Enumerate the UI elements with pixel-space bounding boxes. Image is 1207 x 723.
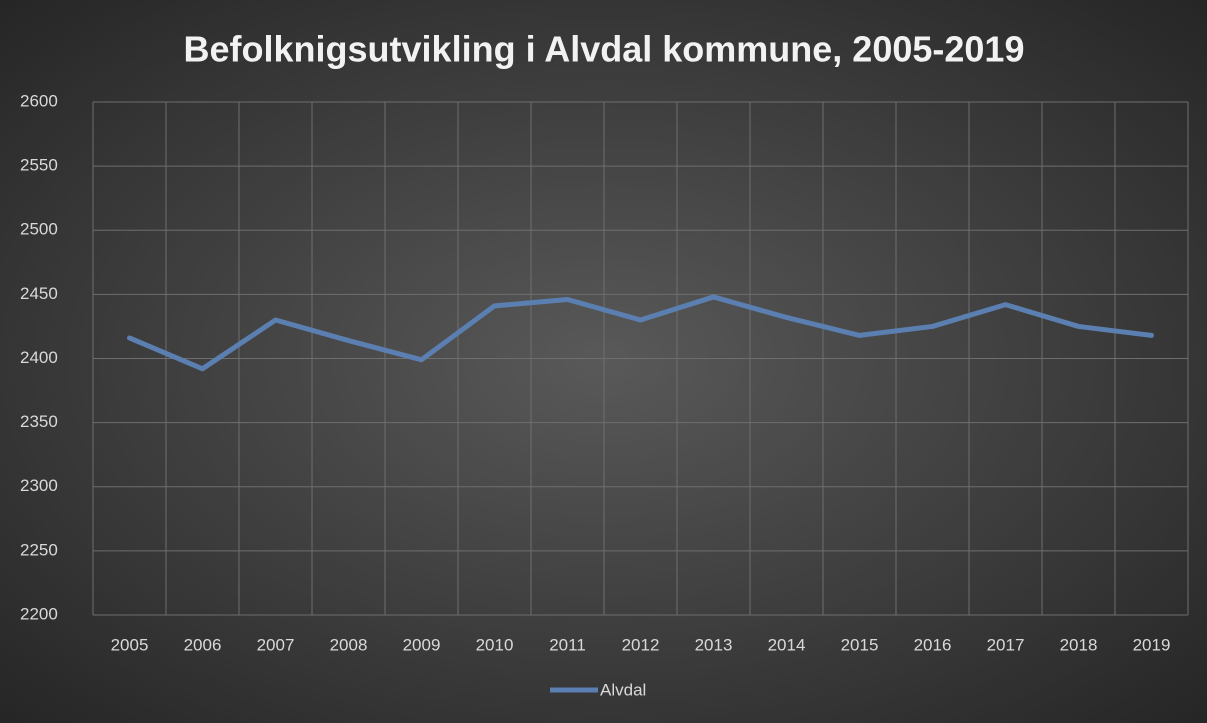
x-tick-label: 2016	[914, 635, 952, 654]
x-tick-label: 2013	[695, 635, 733, 654]
x-tick-label: 2010	[476, 635, 514, 654]
line-series	[127, 294, 1154, 372]
x-tick-label: 2017	[987, 635, 1025, 654]
x-tick-label: 2014	[768, 635, 806, 654]
x-tick-label: 2018	[1060, 635, 1098, 654]
x-tick-label: 2008	[330, 635, 368, 654]
y-tick-label: 2250	[20, 540, 58, 559]
y-tick-label: 2350	[20, 412, 58, 431]
x-tick-label: 2012	[622, 635, 660, 654]
x-tick-label: 2005	[111, 635, 149, 654]
x-tick-label: 2019	[1133, 635, 1171, 654]
x-tick-label: 2015	[841, 635, 879, 654]
y-tick-label: 2400	[20, 348, 58, 367]
y-tick-label: 2500	[20, 220, 58, 239]
y-tick-label: 2600	[20, 91, 58, 110]
x-tick-label: 2011	[549, 635, 586, 654]
x-tick-label: 2009	[403, 635, 441, 654]
y-tick-label: 2550	[20, 156, 58, 175]
legend-label: Alvdal	[600, 680, 646, 699]
y-tick-label: 2200	[20, 604, 58, 623]
x-tick-label: 2007	[257, 635, 295, 654]
y-tick-label: 2300	[20, 476, 58, 495]
chart-title: Befolknigsutvikling i Alvdal kommune, 20…	[184, 29, 1025, 70]
x-tick-label: 2006	[184, 635, 222, 654]
y-tick-label: 2450	[20, 284, 58, 303]
